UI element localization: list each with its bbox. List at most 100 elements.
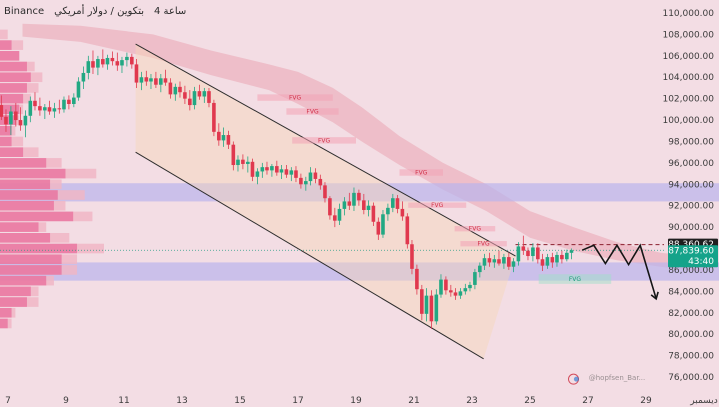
candle-body[interactable] [482, 258, 487, 266]
candle-body[interactable] [81, 72, 86, 82]
candle-body[interactable] [531, 247, 535, 257]
candle-body[interactable] [217, 131, 221, 141]
candle-body[interactable] [405, 216, 410, 245]
candle-body[interactable] [453, 292, 458, 296]
candle-body[interactable] [458, 291, 463, 296]
candle-body[interactable] [154, 78, 158, 85]
candle-body[interactable] [521, 246, 526, 251]
candle-body[interactable] [270, 166, 274, 171]
candle-body[interactable] [386, 207, 390, 215]
candle-body[interactable] [173, 86, 178, 95]
candle-body[interactable] [449, 290, 453, 293]
candle-body[interactable] [439, 279, 443, 295]
candle-body[interactable] [395, 198, 400, 209]
candle-body[interactable] [429, 295, 434, 322]
candle-body[interactable] [560, 254, 564, 260]
candle-body[interactable] [352, 192, 356, 206]
candle-body[interactable] [391, 198, 395, 208]
candle-body[interactable] [536, 247, 540, 260]
candle-body[interactable] [47, 107, 52, 112]
candle-body[interactable] [304, 181, 308, 185]
candle-body[interactable] [178, 86, 182, 93]
candle-body[interactable] [197, 91, 202, 97]
candle-body[interactable] [168, 82, 173, 95]
candle-body[interactable] [265, 167, 269, 171]
candle-body[interactable] [110, 57, 115, 62]
channel-lower-line[interactable] [135, 151, 484, 360]
candle-body[interactable] [468, 284, 472, 289]
candle-body[interactable] [323, 185, 327, 199]
candle-body[interactable] [342, 201, 347, 209]
candle-body[interactable] [371, 205, 376, 222]
candle-body[interactable] [0, 105, 4, 117]
candle-body[interactable] [188, 98, 192, 106]
candle-body[interactable] [362, 200, 366, 210]
candle-body[interactable] [241, 159, 245, 164]
candle-body[interactable] [18, 120, 23, 126]
candle-body[interactable] [337, 208, 342, 221]
candle-body[interactable] [115, 61, 120, 66]
candle-body[interactable] [376, 221, 381, 235]
channel-upper-line[interactable] [135, 43, 516, 257]
candle-body[interactable] [284, 169, 289, 175]
candle-body[interactable] [221, 135, 226, 141]
candle-body[interactable] [294, 170, 298, 178]
candle-body[interactable] [202, 91, 207, 97]
candle-body[interactable] [516, 246, 521, 262]
candle-body[interactable] [569, 250, 574, 253]
candle-body[interactable] [38, 106, 42, 111]
candle-body[interactable] [434, 294, 439, 322]
candle-body[interactable] [507, 257, 511, 267]
candle-body[interactable] [328, 198, 332, 216]
candle-body[interactable] [473, 272, 477, 285]
candle-body[interactable] [76, 81, 81, 98]
candle-body[interactable] [101, 59, 105, 65]
candle-body[interactable] [144, 77, 149, 82]
candle-body[interactable] [410, 244, 414, 269]
candle-body[interactable] [555, 254, 559, 263]
candle-body[interactable] [52, 108, 57, 112]
candle-body[interactable] [279, 169, 284, 173]
candle-body[interactable] [139, 77, 144, 83]
candle-body[interactable] [57, 108, 62, 110]
candle-body[interactable] [163, 78, 168, 83]
candle-body[interactable] [366, 205, 371, 210]
candle-body[interactable] [275, 166, 279, 173]
candle-body[interactable] [333, 215, 337, 221]
candle-body[interactable] [565, 252, 569, 260]
candle-body[interactable] [67, 99, 71, 104]
candle-body[interactable] [526, 250, 530, 257]
candle-body[interactable] [4, 116, 8, 125]
candle-body[interactable] [212, 102, 216, 132]
candle-body[interactable] [120, 60, 124, 66]
candle-body[interactable] [463, 288, 468, 292]
candle-body[interactable] [502, 257, 506, 264]
candle-body[interactable] [207, 91, 211, 103]
candle-body[interactable] [72, 97, 76, 104]
candle-body[interactable] [134, 64, 139, 83]
candle-body[interactable] [540, 259, 545, 266]
candle-body[interactable] [96, 59, 100, 68]
candle-body[interactable] [299, 177, 303, 185]
candle-body[interactable] [420, 289, 424, 314]
candle-body[interactable] [86, 61, 91, 73]
candle-body[interactable] [149, 78, 153, 82]
candle-body[interactable] [105, 57, 110, 65]
candle-body[interactable] [487, 258, 492, 263]
candle-body[interactable] [159, 78, 163, 85]
projection-path[interactable] [581, 243, 657, 300]
candle-body[interactable] [236, 159, 240, 166]
candle-body[interactable] [14, 111, 18, 121]
candle-body[interactable] [289, 170, 294, 175]
candle-body[interactable] [246, 161, 250, 164]
candle-body[interactable] [444, 279, 448, 291]
candle-body[interactable] [33, 100, 37, 107]
candle-body[interactable] [130, 56, 134, 65]
candle-body[interactable] [313, 172, 318, 179]
candle-body[interactable] [260, 167, 265, 172]
candle-body[interactable] [492, 259, 497, 263]
candle-body[interactable] [250, 161, 255, 177]
candle-body[interactable] [511, 261, 516, 267]
candle-body[interactable] [318, 178, 323, 186]
